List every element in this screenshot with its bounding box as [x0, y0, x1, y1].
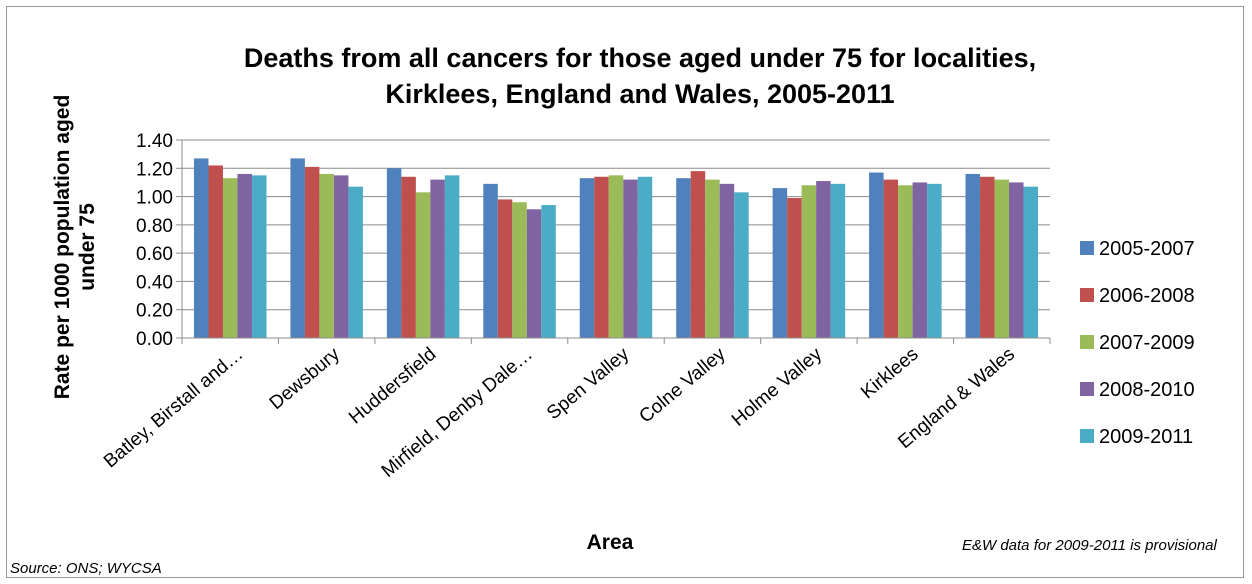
legend-swatch	[1080, 288, 1094, 302]
bar	[193, 158, 209, 338]
bar	[980, 176, 995, 338]
y-axis-ticks: 0.00 0.20 0.40 0.60 0.80 1.00 1.20 1.40	[136, 131, 182, 350]
legend-item: 2008-2010	[1080, 379, 1195, 401]
x-tick-label: Batley, Birstall and…	[100, 344, 248, 473]
bar	[512, 202, 527, 338]
y-tick-label: 0.00	[136, 329, 173, 350]
y-tick-label: 1.40	[136, 131, 173, 152]
bars	[193, 158, 1039, 338]
x-tick-label: Dewsbury	[266, 343, 345, 414]
legend-swatch	[1080, 429, 1094, 443]
bar	[208, 165, 223, 338]
bar	[348, 186, 363, 338]
bar	[883, 179, 899, 338]
x-axis-title: Area	[587, 531, 634, 554]
source-note: Source: ONS; WYCSA	[10, 560, 162, 577]
x-tick-label: Colne Valley	[636, 343, 731, 427]
bar	[816, 181, 831, 338]
bar	[526, 209, 542, 338]
legend-item: 2006-2008	[1080, 285, 1195, 307]
bar	[965, 173, 981, 338]
chart-frame	[6, 6, 1244, 578]
bar	[927, 183, 942, 338]
y-tick-label: 0.20	[136, 301, 173, 322]
y-tick-label: 1.20	[136, 159, 173, 180]
bar	[801, 185, 817, 338]
bar	[430, 179, 445, 338]
legend-item: 2005-2007	[1080, 238, 1195, 260]
bar	[401, 176, 416, 338]
bar	[719, 183, 735, 338]
legend-item: 2009-2011	[1080, 426, 1193, 448]
bar	[304, 166, 320, 338]
bar	[579, 178, 595, 338]
x-tick-label: Huddersfield	[345, 344, 440, 429]
bar	[676, 178, 691, 338]
chart-title-line-1: Deaths from all cancers for those aged u…	[244, 43, 1036, 73]
provisional-note: E&W data for 2009-2011 is provisional	[962, 537, 1217, 554]
x-tick-label: Kirklees	[857, 344, 922, 404]
bar	[333, 175, 349, 338]
x-tick-label: Holme Valley	[728, 343, 827, 430]
bar	[251, 175, 267, 338]
legend-swatch	[1080, 241, 1094, 255]
bar	[787, 197, 802, 338]
axes	[181, 140, 1050, 339]
legend-item: 2007-2009	[1080, 332, 1195, 354]
legend: 2005-2007 2006-2008 2007-2009 2008-2010 2009…	[1080, 238, 1195, 448]
chart-title-line-2: Kirklees, England and Wales, 2005-2011	[385, 79, 894, 109]
legend-label: 2009-2011	[1099, 426, 1193, 448]
legend-label: 2006-2008	[1099, 285, 1195, 307]
bar	[541, 205, 556, 338]
bar	[734, 192, 749, 338]
bar	[912, 182, 928, 338]
bar	[594, 176, 609, 338]
bar	[444, 175, 460, 338]
bar	[319, 173, 334, 338]
y-tick-label: 0.80	[136, 216, 173, 237]
legend-label: 2008-2010	[1099, 379, 1195, 401]
y-axis-title-line-1: Rate per 1000 population aged	[51, 95, 74, 400]
bar	[705, 179, 720, 338]
bar	[898, 185, 913, 338]
y-axis-title-line-2: under 75	[76, 203, 99, 291]
bar	[1009, 182, 1024, 338]
bar	[497, 199, 513, 338]
x-axis-ticks: Batley, Birstall and… Dewsbury Huddersfiel…	[100, 338, 1051, 482]
bar	[290, 158, 305, 338]
bar	[994, 179, 1010, 338]
legend-swatch	[1080, 335, 1094, 349]
legend-swatch	[1080, 382, 1094, 396]
legend-label: 2005-2007	[1099, 238, 1195, 260]
legend-label: 2007-2009	[1099, 332, 1195, 354]
x-tick-label: Spen Valley	[543, 343, 633, 424]
y-tick-label: 0.60	[136, 244, 173, 265]
bar	[1023, 186, 1039, 338]
bar	[869, 172, 884, 338]
y-tick-label: 0.40	[136, 272, 173, 293]
bar	[637, 176, 653, 338]
y-axis-title: Rate per 1000 population aged under 75	[51, 95, 99, 400]
bar	[608, 175, 624, 338]
bar	[623, 179, 638, 338]
bar	[772, 188, 788, 338]
y-tick-label: 1.00	[136, 188, 173, 209]
bar	[830, 183, 846, 338]
bar	[222, 178, 238, 338]
bar	[415, 192, 431, 338]
bar	[483, 183, 498, 338]
bar	[386, 168, 402, 338]
bar	[690, 171, 706, 338]
bar	[237, 173, 252, 338]
